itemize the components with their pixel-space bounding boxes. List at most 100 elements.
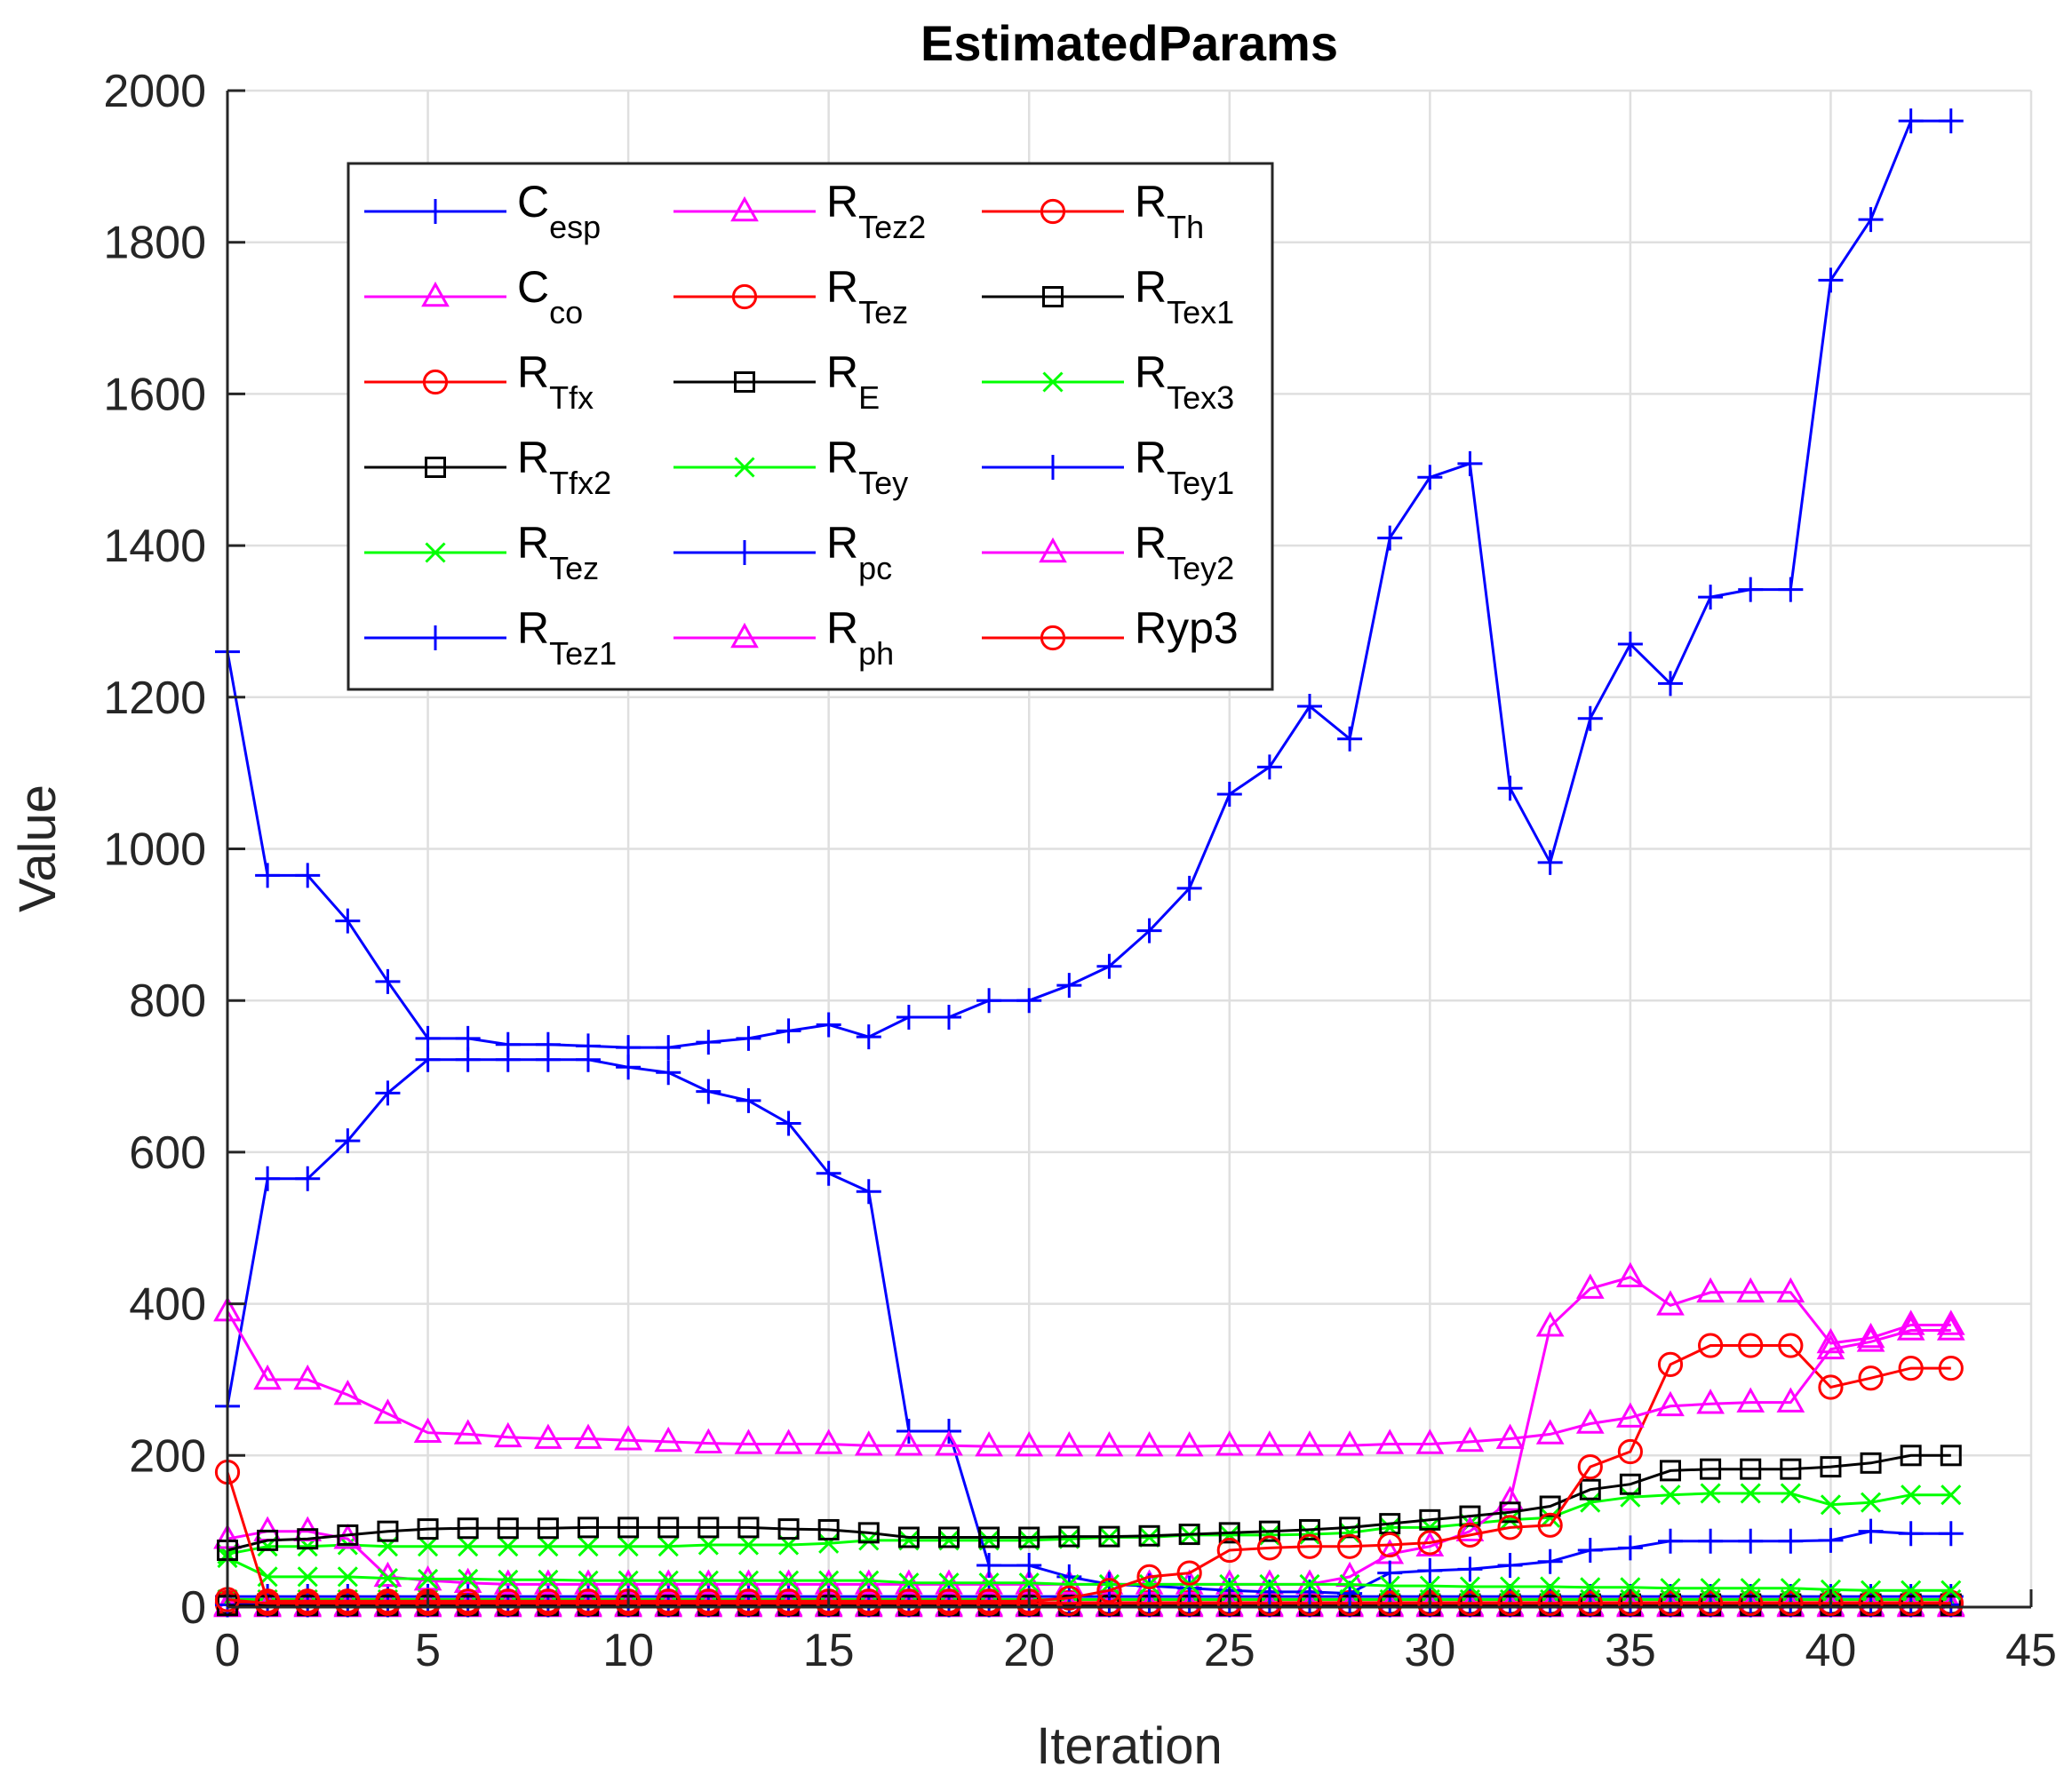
data-point [777, 1518, 800, 1540]
data-point [417, 1518, 439, 1540]
data-point [1295, 1430, 1324, 1456]
data-point [1138, 1526, 1160, 1548]
data-point [498, 1569, 519, 1590]
data-point [1860, 1452, 1882, 1474]
data-point [1419, 1508, 1441, 1531]
data-point [1778, 1528, 1804, 1554]
data-point [1218, 1522, 1240, 1544]
data-point [1058, 1525, 1080, 1548]
data-point [1419, 1575, 1440, 1596]
data-point [1042, 286, 1064, 307]
data-point [333, 1379, 363, 1405]
data-point [1417, 465, 1443, 490]
data-point [422, 369, 449, 395]
data-point [1577, 1454, 1603, 1480]
data-point [1415, 1429, 1445, 1454]
data-point [417, 1568, 439, 1589]
legend-label-subscript: Tex3 [1167, 379, 1234, 416]
data-point [455, 1025, 481, 1051]
data-point [1575, 1408, 1605, 1434]
y-tick-label: 400 [129, 1279, 206, 1331]
data-point [734, 1429, 763, 1454]
data-point [1175, 1430, 1204, 1457]
data-point [1656, 1390, 1685, 1417]
data-point [1856, 1322, 1885, 1349]
data-point [576, 1033, 601, 1059]
data-point [1176, 1560, 1202, 1586]
data-point [1901, 1580, 1922, 1601]
data-point [1457, 450, 1483, 476]
axes: 0 5 10 15 20 25 30 35 40 45 0 200 400 600 800 1000 1200 1… [103, 66, 2057, 1676]
data-point [814, 1429, 843, 1454]
data-point [538, 1569, 559, 1590]
data-point [1417, 1530, 1443, 1556]
data-point [1617, 1535, 1643, 1561]
data-point [1258, 1520, 1280, 1542]
data-point [335, 1128, 361, 1154]
data-point [976, 1588, 1002, 1614]
data-point [1780, 1578, 1801, 1599]
data-point [1540, 1576, 1561, 1597]
data-point [1778, 577, 1804, 602]
data-point [1135, 1430, 1164, 1457]
x-tick-label: 0 [215, 1625, 241, 1676]
data-point [458, 1536, 479, 1557]
data-point [495, 1031, 521, 1057]
data-point [854, 1569, 883, 1595]
x-tick-label: 45 [2005, 1625, 2057, 1676]
data-point [1776, 1387, 1805, 1413]
data-point [1698, 1528, 1724, 1554]
data-point [734, 1569, 763, 1595]
data-point [1816, 1333, 1845, 1360]
data-point [1455, 1426, 1485, 1453]
data-point [1740, 1578, 1761, 1599]
data-point [1056, 973, 1082, 999]
data-point [854, 1430, 883, 1456]
data-point [1095, 1430, 1124, 1457]
x-tick-label: 25 [1204, 1625, 1255, 1676]
data-point [1215, 1430, 1244, 1456]
legend-label-subscript: pc [858, 550, 892, 586]
data-point [856, 1024, 881, 1050]
data-point [497, 1517, 519, 1540]
data-point [1296, 1533, 1323, 1559]
data-point [694, 1428, 723, 1453]
data-point [1176, 1575, 1202, 1601]
data-point [1138, 1524, 1160, 1547]
series-R_Tey [217, 1483, 1962, 1564]
data-point [1698, 1590, 1724, 1616]
data-point [1738, 1333, 1764, 1358]
data-point [1780, 1458, 1802, 1480]
data-point [255, 1588, 281, 1614]
data-point [1660, 1578, 1681, 1599]
data-point [1936, 1309, 1965, 1335]
data-point [1176, 875, 1202, 901]
data-point [1658, 671, 1683, 696]
data-point [1495, 1485, 1525, 1511]
data-point [978, 1526, 1000, 1548]
series-layer [213, 108, 1965, 1618]
y-tick-label: 2000 [103, 66, 206, 117]
data-point [1256, 1535, 1282, 1561]
legend-label-subscript: co [549, 294, 583, 330]
data-point [1818, 1374, 1844, 1400]
data-point [1055, 1569, 1084, 1595]
data-point [293, 1364, 323, 1390]
data-point [1901, 1485, 1922, 1506]
series-line [227, 1598, 1951, 1605]
data-point [654, 1426, 683, 1453]
data-point [257, 1529, 279, 1551]
data-point [1657, 1351, 1684, 1377]
data-point [1577, 705, 1603, 731]
legend-label-subscript: Tez2 [858, 209, 926, 245]
data-point [574, 1569, 602, 1595]
series-line [227, 1492, 1951, 1556]
data-point [1377, 1532, 1403, 1558]
y-tick-label: 1000 [103, 824, 206, 876]
data-point [295, 1588, 321, 1614]
data-point [1818, 267, 1844, 293]
data-point [734, 457, 755, 478]
data-point [856, 1179, 881, 1205]
data-point [417, 1536, 439, 1557]
